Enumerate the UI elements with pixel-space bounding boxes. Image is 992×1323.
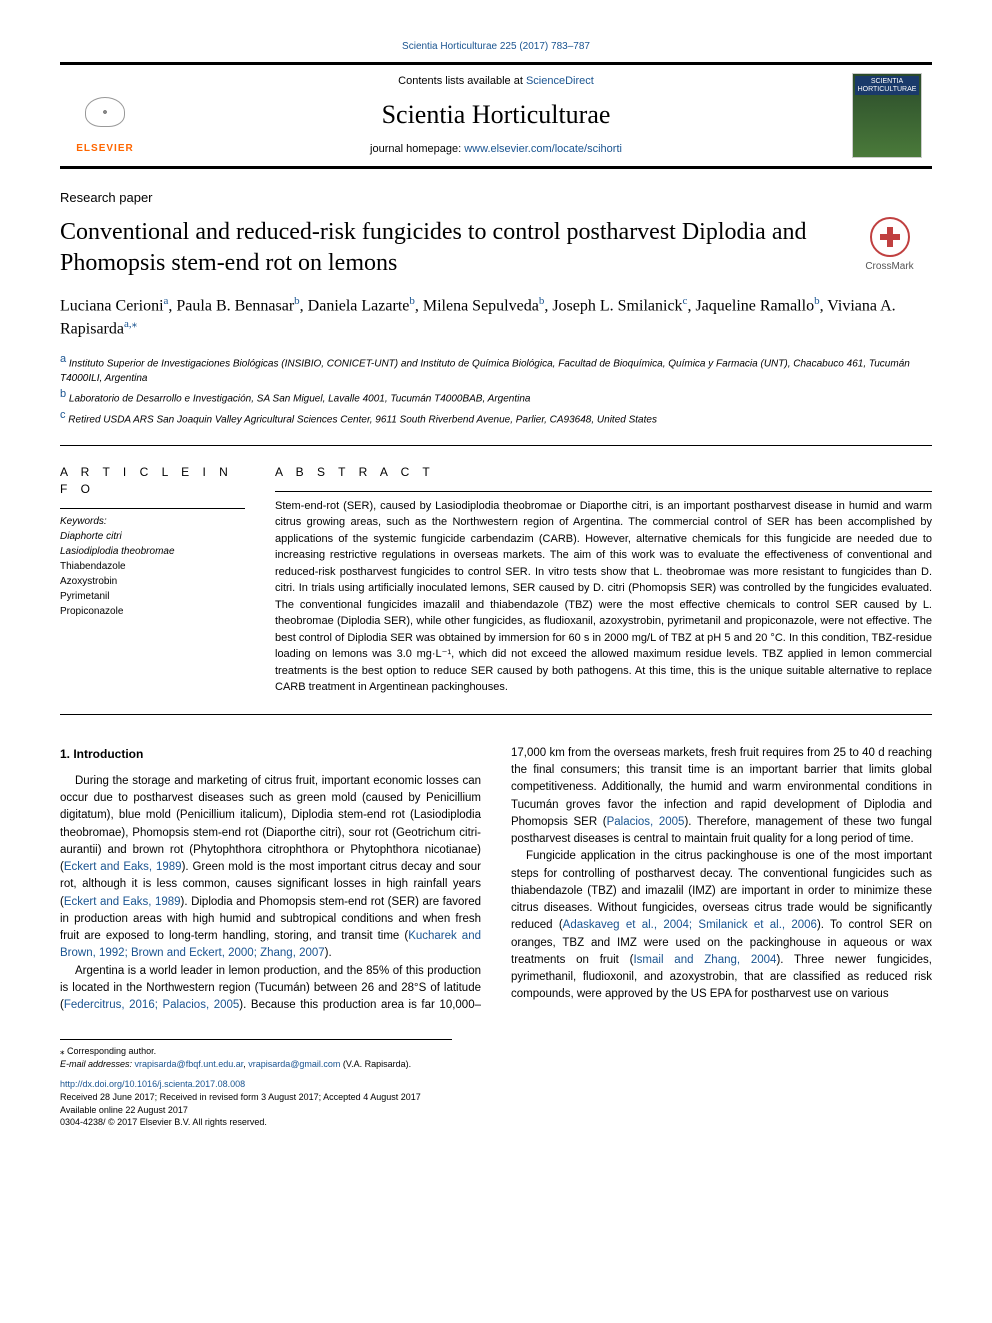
abstract-header: A B S T R A C T [275,464,932,481]
running-citation: Scientia Horticulturae 225 (2017) 783–78… [60,40,932,54]
author-4: Milena Sepulveda [423,297,539,314]
author-1: Luciana Cerioni [60,297,164,314]
journal-header: ELSEVIER Contents lists available at Sci… [60,62,932,169]
p1-text-d: ). [325,947,332,959]
keyword-4: Azoxystrobin [60,574,245,589]
email-suffix: (V.A. Rapisarda). [340,1059,411,1069]
author-6-affil: b [814,295,820,307]
homepage-prefix: journal homepage: [370,143,464,155]
copyright: 0304-4238/ © 2017 Elsevier B.V. All righ… [60,1116,932,1129]
online-date: Available online 22 August 2017 [60,1104,932,1117]
article-info: A R T I C L E I N F O Keywords: Diaphort… [60,464,245,696]
elsevier-label: ELSEVIER [76,142,133,156]
journal-center: Contents lists available at ScienceDirec… [155,74,837,157]
journal-homepage: journal homepage: www.elsevier.com/locat… [155,142,837,157]
divider-top [60,445,932,446]
ref-adaskaveg[interactable]: Adaskaveg et al., 2004; Smilanick et al.… [563,919,817,931]
paragraph-4: Fungicide application in the citrus pack… [511,848,932,1003]
author-5: Joseph L. Smilanick [552,297,682,314]
corr-marker: ⁎ [60,1046,65,1056]
email-1[interactable]: vrapisarda@fbqf.unt.edu.ar [135,1059,244,1069]
ref-palacios[interactable]: Palacios, 2005 [607,816,685,828]
doi-link[interactable]: http://dx.doi.org/10.1016/j.scienta.2017… [60,1078,932,1091]
affiliation-a-text: Instituto Superior de Investigaciones Bi… [60,358,910,384]
footer-meta: http://dx.doi.org/10.1016/j.scienta.2017… [60,1078,932,1128]
affiliation-c-text: Retired USDA ARS San Joaquin Valley Agri… [68,414,657,425]
keyword-5: Pyrimetanil [60,589,245,604]
crossmark-icon [870,217,910,257]
keywords-label: Keywords: [60,515,245,529]
article-info-header: A R T I C L E I N F O [60,464,245,498]
keywords-list: Diaphorte citri Lasiodiplodia theobromae… [60,529,245,619]
author-6: Jaqueline Ramallo [695,297,814,314]
author-4-affil: b [539,295,545,307]
corr-label: Corresponding author. [67,1046,156,1056]
p1-text-a: During the storage and marketing of citr… [60,775,481,873]
contents-available: Contents lists available at ScienceDirec… [155,74,837,89]
elsevier-logo: ELSEVIER [70,76,140,156]
section-1-title: 1. Introduction [60,745,481,763]
author-5-affil: c [683,295,688,307]
author-7-corr: ⁎ [132,318,138,330]
sciencedirect-link[interactable]: ScienceDirect [526,75,594,87]
homepage-link[interactable]: www.elsevier.com/locate/scihorti [464,143,622,155]
keyword-1: Diaphorte citri [60,529,245,544]
crossmark-label: CrossMark [847,260,932,274]
cover-label: SCIENTIA HORTICULTURAE [855,76,919,95]
journal-name: Scientia Horticulturae [155,97,837,133]
author-3: Daniela Lazarte [308,297,410,314]
received-dates: Received 28 June 2017; Received in revis… [60,1091,932,1104]
ref-eckert-1989a[interactable]: Eckert and Eaks, 1989 [64,861,182,873]
abstract-block: A B S T R A C T Stem-end-rot (SER), caus… [275,464,932,696]
author-1-affil: a [164,295,169,307]
author-2-affil: b [294,295,300,307]
abstract-text: Stem-end-rot (SER), caused by Lasiodiplo… [275,498,932,696]
journal-cover-thumbnail: SCIENTIA HORTICULTURAE [852,73,922,158]
info-divider [60,508,245,509]
ref-ismail[interactable]: Ismail and Zhang, 2004 [633,954,776,966]
affiliation-b-text: Laboratorio de Desarrollo e Investigació… [69,394,531,405]
email-2[interactable]: vrapisarda@gmail.com [248,1059,340,1069]
author-3-affil: b [409,295,415,307]
author-7-affil: a, [124,318,132,330]
article-type: Research paper [60,189,932,207]
affiliation-c: c Retired USDA ARS San Joaquin Valley Ag… [60,407,932,427]
p2-text-b: ). [239,999,246,1011]
article-title: Conventional and reduced-risk fungicides… [60,217,827,279]
affiliation-b: b Laboratorio de Desarrollo e Investigac… [60,386,932,406]
contents-prefix: Contents lists available at [398,75,526,87]
keyword-2: Lasiodiplodia theobromae [60,544,245,559]
author-2: Paula B. Bennasar [176,297,294,314]
affiliations: a Instituto Superior de Investigaciones … [60,351,932,427]
body-content: 1. Introduction During the storage and m… [60,745,932,1015]
authors-list: Luciana Cerionia, Paula B. Bennasarb, Da… [60,294,932,341]
keyword-6: Propiconazole [60,604,245,619]
elsevier-tree-icon [75,92,135,142]
email-label: E-mail addresses: [60,1059,135,1069]
ref-eckert-1989b[interactable]: Eckert and Eaks, 1989 [64,896,181,908]
abstract-divider [275,491,932,492]
ref-federcitrus[interactable]: Federcitrus, 2016; Palacios, 2005 [64,999,239,1011]
paragraph-1: During the storage and marketing of citr… [60,773,481,963]
crossmark-badge[interactable]: CrossMark [847,217,932,274]
keyword-3: Thiabendazole [60,559,245,574]
divider-bottom [60,714,932,715]
corresponding-footnote: ⁎ Corresponding author. E-mail addresses… [60,1039,452,1070]
affiliation-a: a Instituto Superior de Investigaciones … [60,351,932,386]
